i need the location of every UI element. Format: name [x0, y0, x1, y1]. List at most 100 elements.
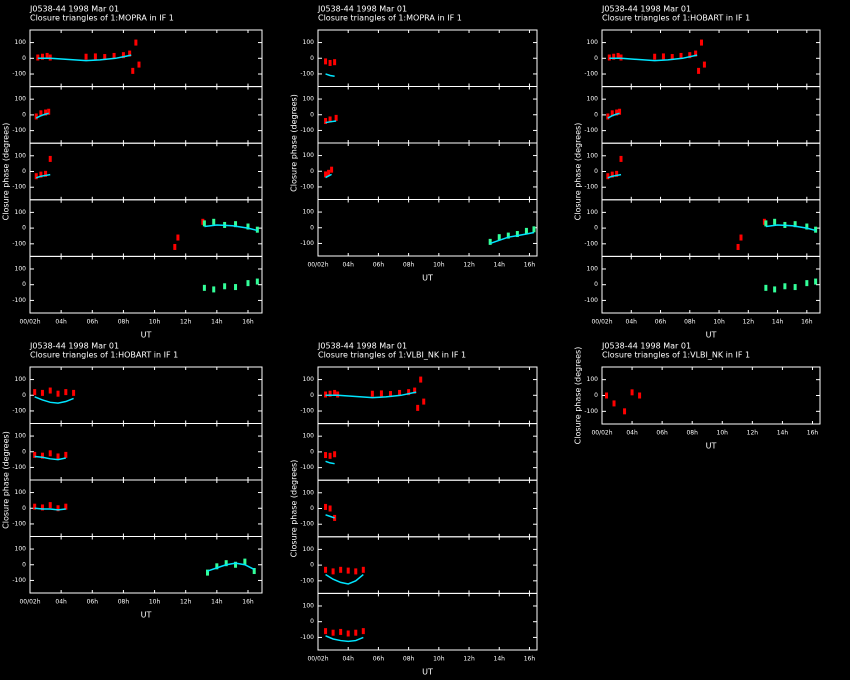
y-tick-label: 0 [310, 392, 314, 399]
data-point [206, 569, 210, 576]
data-point [56, 505, 60, 512]
data-point [328, 116, 332, 123]
data-point [379, 390, 383, 397]
y-tick-label: 0 [594, 168, 598, 175]
data-point [243, 558, 247, 565]
plot-title: J0538-44 1998 Mar 01 [29, 342, 119, 351]
data-point [615, 109, 619, 116]
y-tick-label: 0 [22, 505, 26, 512]
data-point [612, 53, 616, 60]
y-tick-label: -100 [300, 634, 314, 641]
x-tick-label: 16h [524, 656, 536, 663]
data-point [407, 389, 411, 396]
model-line [325, 573, 364, 585]
plot-subtitle: Closure triangles of 1:VLBI_NK in IF 1 [602, 351, 750, 360]
y-axis-label: Closure phase (degrees) [290, 94, 299, 192]
data-point [388, 391, 392, 398]
data-point [36, 54, 40, 61]
x-tick-label: 08h [403, 656, 415, 663]
data-point [610, 171, 614, 178]
x-tick-label: 00/02h [19, 599, 40, 606]
y-tick-label: 100 [15, 546, 27, 553]
data-point [331, 568, 335, 575]
data-point [619, 155, 623, 162]
data-point [605, 392, 609, 399]
data-point [48, 387, 52, 394]
y-axis-label: Closure phase (degrees) [2, 431, 11, 529]
y-tick-label: -100 [12, 577, 26, 584]
x-tick-label: 14h [772, 319, 784, 326]
y-tick-label: 0 [310, 505, 314, 512]
x-tick-label: 06h [656, 430, 668, 437]
model-line [34, 396, 74, 404]
data-point [328, 452, 332, 459]
y-tick-label: 0 [22, 225, 26, 232]
data-point [131, 67, 135, 74]
x-tick-label: 04h [342, 656, 354, 663]
y-tick-label: -100 [584, 408, 598, 415]
x-tick-label: 12h [743, 319, 755, 326]
data-point [246, 280, 250, 287]
x-tick-label: 04h [55, 319, 67, 326]
data-point [623, 408, 627, 415]
y-tick-label: 0 [594, 281, 598, 288]
data-point [324, 566, 328, 573]
data-point [48, 502, 52, 509]
data-point [324, 452, 328, 459]
data-point [413, 387, 417, 394]
data-point [64, 389, 68, 396]
data-point [488, 238, 492, 245]
x-axis-label: UT [706, 331, 717, 340]
y-tick-label: 100 [303, 433, 315, 440]
x-tick-label: 16h [242, 319, 254, 326]
x-tick-label: 00/02h [591, 319, 612, 326]
x-tick-label: 12h [463, 656, 475, 663]
x-tick-label: 16h [807, 430, 819, 437]
data-point [688, 52, 692, 59]
y-tick-label: 0 [594, 111, 598, 118]
y-tick-label: 100 [15, 265, 27, 272]
y-tick-label: 100 [303, 39, 315, 46]
data-point [346, 630, 350, 637]
y-tick-label: 100 [15, 489, 27, 496]
data-point [773, 218, 777, 225]
model-line [325, 460, 335, 465]
x-tick-label: 10h [713, 319, 725, 326]
data-point [215, 563, 219, 570]
x-tick-label: 00/02h [307, 656, 328, 663]
data-point [64, 451, 68, 458]
x-tick-label: 16h [242, 599, 254, 606]
data-point [506, 232, 510, 239]
data-point [331, 629, 335, 636]
x-tick-label: 10h [717, 430, 729, 437]
y-tick-label: -100 [584, 71, 598, 78]
data-point [173, 243, 177, 250]
y-tick-label: 0 [594, 392, 598, 399]
data-point [72, 389, 76, 396]
data-point [612, 400, 616, 407]
data-point [84, 53, 88, 60]
data-point [33, 451, 37, 458]
x-tick-label: 06h [373, 262, 385, 269]
data-point [327, 169, 331, 176]
data-point [610, 110, 614, 117]
data-point [40, 53, 44, 60]
data-point [212, 286, 216, 293]
data-point [255, 278, 259, 285]
data-point [339, 566, 343, 573]
y-axis-label: Closure phase (degrees) [2, 123, 11, 221]
x-tick-label: 04h [342, 262, 354, 269]
y-tick-label: 0 [22, 448, 26, 455]
data-point [328, 59, 332, 66]
data-point [134, 39, 138, 46]
y-tick-label: 0 [310, 168, 314, 175]
y-tick-label: 0 [310, 111, 314, 118]
x-tick-label: 08h [684, 319, 696, 326]
y-tick-label: -100 [584, 297, 598, 304]
data-point [630, 389, 634, 396]
y-tick-label: -100 [12, 407, 26, 414]
data-point [618, 108, 622, 115]
x-tick-label: 06h [655, 319, 667, 326]
data-point [805, 223, 809, 230]
